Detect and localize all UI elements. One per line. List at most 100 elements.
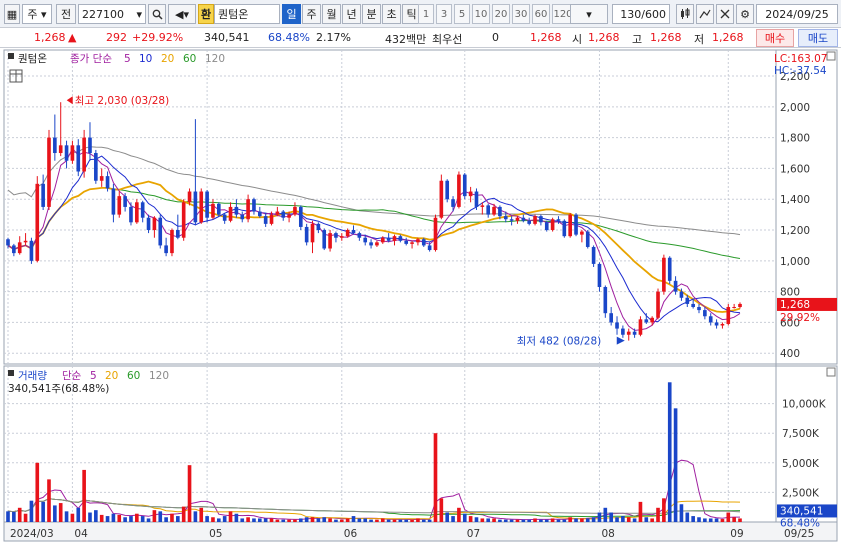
volume-bar: [509, 519, 514, 522]
settings-icon[interactable]: ⚙: [736, 4, 754, 24]
candle: [58, 102, 63, 157]
candle-body: [6, 239, 10, 246]
market-select[interactable]: 주 ▾: [22, 4, 52, 24]
volume-bar: [457, 507, 461, 522]
candle-body: [35, 183, 40, 261]
candle-body: [310, 223, 315, 243]
stock-chart[interactable]: 400 600 800 1,000 1,200 1,400 1,600 1,800 2,000 2…: [0, 48, 841, 542]
period-tab-2[interactable]: 월: [322, 4, 341, 24]
volume-bar: [287, 519, 291, 522]
candle-body: [667, 257, 672, 281]
period-tab-5[interactable]: 초: [382, 4, 401, 24]
candle: [70, 140, 75, 164]
stock-code-input[interactable]: 227100 ▾: [78, 4, 146, 24]
candle-body: [673, 280, 678, 292]
candle-body: [474, 191, 479, 207]
interval-button-3[interactable]: 10: [472, 4, 490, 24]
candle-body: [503, 216, 508, 220]
candle-body: [591, 246, 596, 264]
candle: [474, 188, 479, 210]
candle-body: [140, 202, 145, 218]
candle: [404, 237, 409, 246]
stock-name-field[interactable]: 퀀텀온: [214, 4, 280, 24]
volume-bar: [193, 511, 198, 522]
volume-bar: [697, 517, 701, 522]
period-tab-4[interactable]: 분: [362, 4, 381, 24]
volume-bar: [164, 517, 168, 522]
candle: [609, 307, 613, 326]
sell-button[interactable]: 매도: [798, 29, 838, 47]
current-price: 1,268: [34, 31, 66, 44]
volume-bar: [544, 519, 549, 522]
candle: [427, 242, 432, 252]
candle: [17, 236, 22, 255]
volume-bar: [105, 516, 110, 522]
candle: [562, 219, 567, 238]
candle-body: [228, 206, 233, 221]
period-tab-6[interactable]: 틱: [402, 4, 421, 24]
candle-body: [597, 263, 602, 287]
volume-current-value: 340,541주(68.48%): [8, 383, 109, 395]
candle: [650, 316, 654, 326]
volume-value: 340,541: [204, 31, 250, 44]
interval-button-4[interactable]: 20: [492, 4, 510, 24]
volume-bar: [12, 511, 16, 522]
candle-body: [129, 206, 133, 223]
interval-button-2[interactable]: 5: [454, 4, 470, 24]
delete-drawing-icon[interactable]: [716, 4, 734, 24]
candle-body: [656, 291, 660, 318]
volume-bar: [380, 518, 385, 522]
date-tick-label: 07: [467, 528, 480, 540]
interval-dropdown[interactable]: ▾: [570, 4, 608, 24]
prev-button[interactable]: 전: [56, 4, 76, 24]
interval-button-1[interactable]: 3: [436, 4, 452, 24]
volume-bar: [427, 519, 432, 522]
volume-bar: [386, 519, 391, 522]
interval-button-6[interactable]: 60: [532, 4, 550, 24]
candle-body: [222, 214, 227, 221]
candle: [298, 205, 303, 231]
volume-bar: [322, 517, 327, 522]
interval-button-5[interactable]: 30: [512, 4, 530, 24]
period-tab-3[interactable]: 년: [342, 4, 361, 24]
high-price: 1,268: [650, 31, 682, 44]
volume-bar: [170, 513, 174, 522]
interval-button-0[interactable]: 1: [418, 4, 434, 24]
candle-body: [187, 191, 192, 203]
candle: [714, 319, 719, 329]
open-label: 시: [572, 33, 583, 46]
interval-button-7[interactable]: 120: [552, 4, 574, 24]
candle-body: [533, 216, 537, 224]
candle-body: [158, 217, 163, 246]
candle: [462, 173, 467, 200]
volume-bar: [47, 479, 51, 522]
candle-body: [99, 176, 104, 181]
candle: [275, 206, 280, 217]
date-field[interactable]: 2024/09/25: [756, 4, 838, 24]
search-icon[interactable]: [148, 4, 166, 24]
candle: [334, 231, 338, 243]
candle: [29, 237, 34, 264]
count-field[interactable]: 130/600: [612, 4, 670, 24]
volume-bar: [638, 501, 643, 522]
candle-body: [691, 303, 695, 308]
exchange-badge[interactable]: 환: [198, 4, 214, 24]
price-panel-collapse-icon: [826, 51, 836, 61]
draw-line-icon[interactable]: [696, 4, 714, 24]
volume-bar: [621, 516, 625, 522]
grid-menu-icon[interactable]: ▦: [4, 4, 20, 24]
candle-type-icon[interactable]: [676, 4, 694, 24]
candle-body: [357, 233, 362, 238]
candle-body: [650, 317, 654, 323]
volume-bar: [357, 518, 362, 522]
candle: [88, 122, 92, 161]
volume-bar: [626, 517, 631, 522]
speaker-icon[interactable]: ◀▾: [168, 4, 196, 24]
price-tick-label: 1,400: [780, 194, 810, 206]
candle-body: [275, 211, 280, 215]
period-tab-0[interactable]: 일: [282, 4, 301, 24]
volume-bar: [35, 462, 40, 522]
candle-body: [480, 205, 485, 207]
buy-button[interactable]: 매수: [756, 29, 794, 47]
period-tab-1[interactable]: 주: [302, 4, 321, 24]
